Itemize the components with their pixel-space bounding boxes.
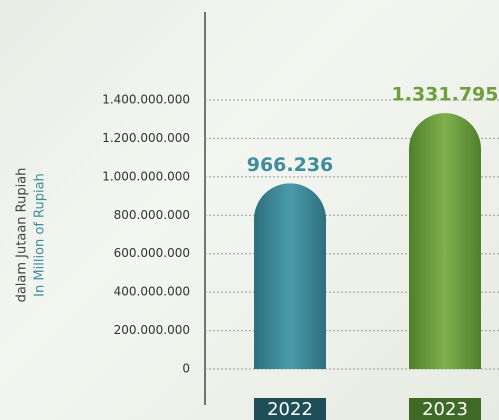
bar [254,183,326,369]
y-tick-label: 1.200.000.000 [102,131,190,145]
value-label: 966.236 [247,154,334,176]
y-tick-label: 0 [182,362,190,376]
y-tick-label: 600.000.000 [114,246,190,260]
y-tick-label: 800.000.000 [114,208,190,222]
category-box [254,398,326,420]
y-axis-label: dalam Jutaan Rupiah [15,168,30,303]
y-tick-label: 200.000.000 [114,323,190,337]
x-tick-label: 2022 [267,399,313,420]
category-box [409,398,481,420]
x-tick-label: 2023 [422,399,468,420]
y-tick-label: 1.000.000.000 [102,169,190,183]
value-label: 1.331.795 [392,84,499,106]
y-axis-label: In Million of Rupiah [33,173,48,297]
bar [409,113,481,369]
y-tick-label: 1.400.000.000 [102,93,190,107]
y-tick-label: 400.000.000 [114,285,190,299]
